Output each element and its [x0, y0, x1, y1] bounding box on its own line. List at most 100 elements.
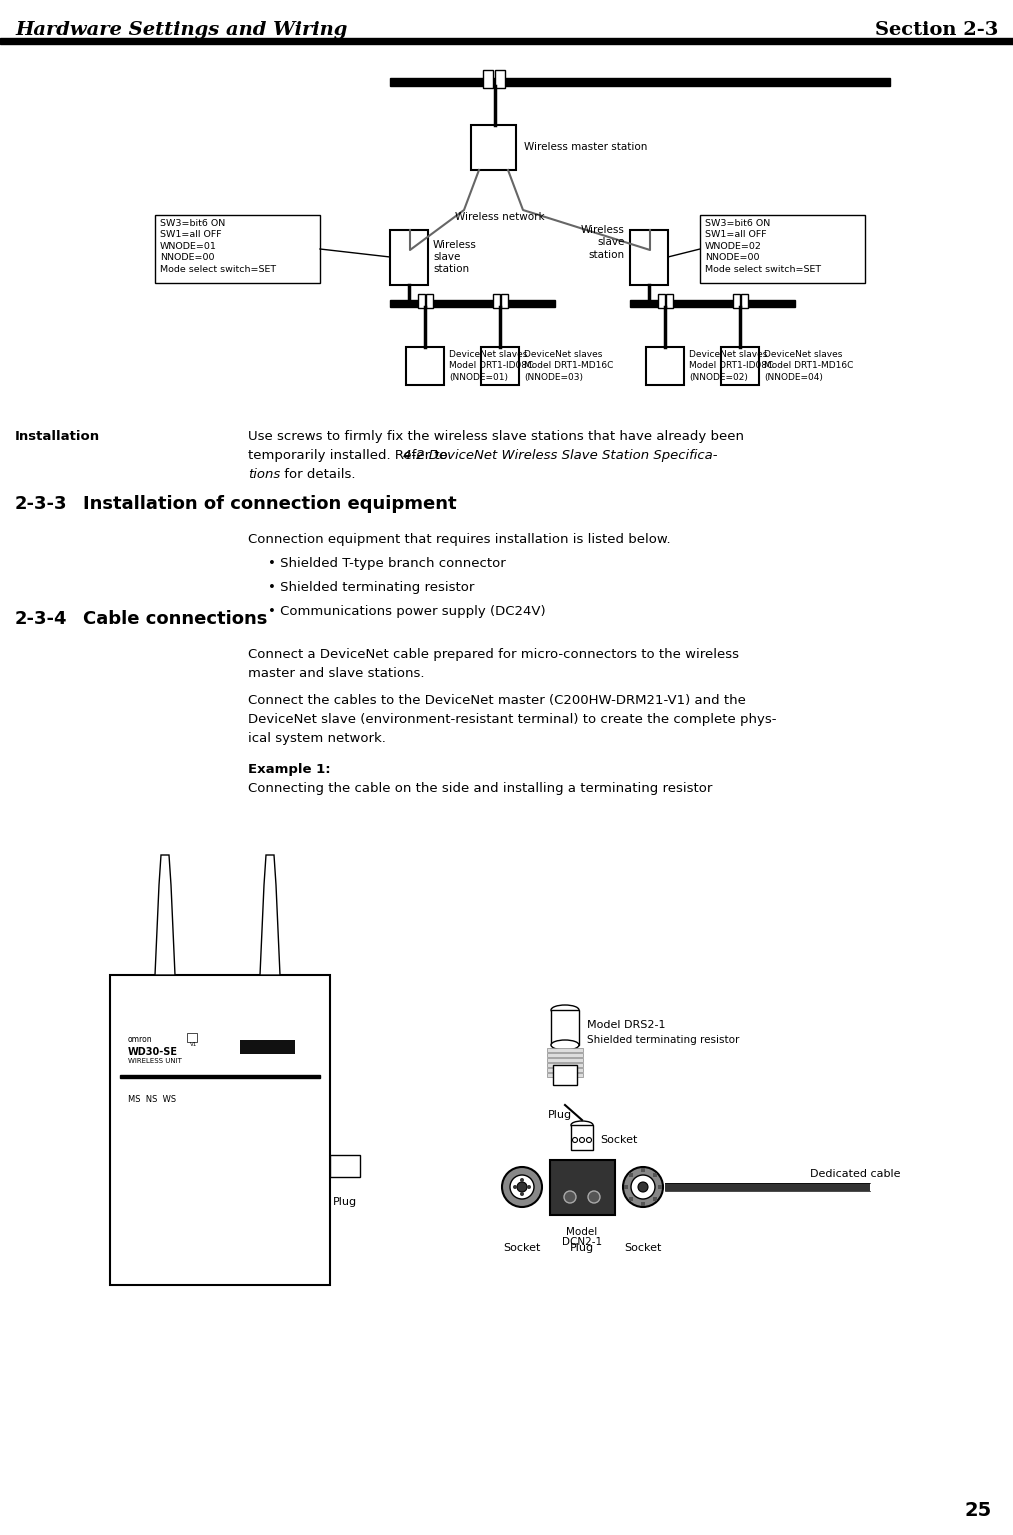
- Text: tions: tions: [248, 468, 281, 480]
- Bar: [120, 1074, 320, 1078]
- Bar: [653, 1173, 657, 1177]
- Bar: [665, 1183, 870, 1191]
- Text: V1: V1: [190, 1042, 198, 1047]
- Circle shape: [572, 1137, 577, 1142]
- Bar: [501, 295, 508, 309]
- Text: Shielded terminating resistor: Shielded terminating resistor: [587, 1035, 739, 1045]
- Bar: [547, 1073, 583, 1078]
- Text: Connection equipment that requires installation is listed below.: Connection equipment that requires insta…: [248, 533, 671, 546]
- Bar: [240, 1041, 295, 1055]
- Text: • Communications power supply (DC24V): • Communications power supply (DC24V): [268, 605, 546, 619]
- Bar: [553, 1065, 577, 1085]
- Ellipse shape: [510, 1174, 534, 1199]
- Bar: [624, 1185, 628, 1190]
- Circle shape: [564, 1191, 576, 1203]
- Text: Connect the cables to the DeviceNet master (C200HW-DRM21-V1) and the: Connect the cables to the DeviceNet mast…: [248, 694, 746, 708]
- Text: Hardware Settings and Wiring: Hardware Settings and Wiring: [15, 21, 347, 38]
- Ellipse shape: [502, 1167, 542, 1207]
- Text: Use screws to firmly fix the wireless slave stations that have already been: Use screws to firmly fix the wireless sl…: [248, 430, 744, 444]
- Text: Cable connections: Cable connections: [83, 609, 267, 628]
- Ellipse shape: [571, 1121, 593, 1130]
- Bar: [547, 1048, 583, 1051]
- Bar: [630, 230, 668, 286]
- Bar: [551, 1010, 579, 1045]
- Bar: [721, 347, 759, 385]
- Text: omron: omron: [128, 1035, 153, 1044]
- Bar: [493, 295, 500, 309]
- Bar: [666, 295, 673, 309]
- Text: temporarily installed. Refer to: temporarily installed. Refer to: [248, 450, 452, 462]
- Bar: [483, 71, 493, 87]
- Text: SW3=bit6 ON
SW1=all OFF
WNODE=02
NNODE=00
Mode select switch=SET: SW3=bit6 ON SW1=all OFF WNODE=02 NNODE=0…: [705, 220, 822, 273]
- Bar: [733, 295, 741, 309]
- Text: • Shielded T-type branch connector: • Shielded T-type branch connector: [268, 557, 505, 569]
- Bar: [495, 71, 505, 87]
- Bar: [418, 295, 425, 309]
- Text: Wireless
slave
station: Wireless slave station: [433, 239, 477, 275]
- Text: Example 1:: Example 1:: [248, 763, 330, 777]
- Bar: [547, 1058, 583, 1062]
- Bar: [547, 1064, 583, 1067]
- Bar: [630, 299, 795, 307]
- Bar: [641, 1202, 645, 1207]
- Text: Dedicated cable: Dedicated cable: [810, 1170, 901, 1179]
- Bar: [390, 299, 555, 307]
- Circle shape: [520, 1177, 524, 1182]
- Circle shape: [527, 1185, 531, 1190]
- Bar: [187, 1033, 197, 1042]
- Bar: [646, 347, 684, 385]
- Text: MS  NS  WS: MS NS WS: [128, 1094, 176, 1104]
- Text: DeviceNet slave (environment-resistant terminal) to create the complete phys-: DeviceNet slave (environment-resistant t…: [248, 712, 777, 726]
- Ellipse shape: [638, 1182, 648, 1193]
- Text: Socket: Socket: [503, 1243, 541, 1253]
- Text: DCN2-1: DCN2-1: [562, 1237, 602, 1246]
- Circle shape: [520, 1193, 524, 1196]
- Text: Socket: Socket: [600, 1134, 637, 1145]
- Text: Model: Model: [566, 1226, 598, 1237]
- Text: No.: No.: [245, 1055, 255, 1059]
- Bar: [547, 1053, 583, 1058]
- Ellipse shape: [551, 1041, 579, 1050]
- Text: 2-3-3: 2-3-3: [15, 494, 68, 513]
- Text: Installation: Installation: [15, 430, 100, 444]
- Bar: [641, 1168, 645, 1173]
- Text: DeviceNet slaves
Model DRT1-MD16C
(NNODE=04): DeviceNet slaves Model DRT1-MD16C (NNODE…: [764, 350, 853, 382]
- Ellipse shape: [623, 1167, 663, 1207]
- Bar: [390, 78, 890, 86]
- Bar: [406, 347, 444, 385]
- Text: 2-3-4: 2-3-4: [15, 609, 68, 628]
- Text: Connect a DeviceNet cable prepared for micro-connectors to the wireless: Connect a DeviceNet cable prepared for m…: [248, 648, 739, 662]
- Bar: [426, 295, 433, 309]
- Bar: [390, 230, 428, 286]
- Text: Installation of connection equipment: Installation of connection equipment: [83, 494, 457, 513]
- Bar: [0, 38, 1013, 45]
- Text: Plug: Plug: [570, 1243, 594, 1253]
- Ellipse shape: [551, 1005, 579, 1015]
- Text: Section 2-3: Section 2-3: [874, 21, 998, 38]
- Text: SW3=bit6 ON
SW1=all OFF
WNODE=01
NNODE=00
Mode select switch=SET: SW3=bit6 ON SW1=all OFF WNODE=01 NNODE=0…: [160, 220, 277, 273]
- Bar: [700, 215, 865, 282]
- Ellipse shape: [517, 1182, 527, 1193]
- Text: master and slave stations.: master and slave stations.: [248, 668, 424, 680]
- Circle shape: [513, 1185, 517, 1190]
- Text: Plug: Plug: [548, 1110, 572, 1121]
- Bar: [155, 215, 320, 282]
- Text: Plug: Plug: [333, 1197, 357, 1207]
- Text: WIRELESS UNIT: WIRELESS UNIT: [128, 1058, 182, 1064]
- Text: DeviceNet slaves
Model DRT1-ID08C
(NNODE=01): DeviceNet slaves Model DRT1-ID08C (NNODE…: [449, 350, 533, 382]
- Text: Connecting the cable on the side and installing a terminating resistor: Connecting the cable on the side and ins…: [248, 781, 712, 795]
- Text: Model DRS2-1: Model DRS2-1: [587, 1019, 666, 1030]
- Circle shape: [579, 1137, 585, 1142]
- Bar: [658, 295, 665, 309]
- Bar: [550, 1160, 615, 1216]
- Bar: [741, 295, 748, 309]
- Text: DeviceNet slaves
Model DRT1-MD16C
(NNODE=03): DeviceNet slaves Model DRT1-MD16C (NNODE…: [524, 350, 614, 382]
- Bar: [330, 1154, 360, 1177]
- Circle shape: [588, 1191, 600, 1203]
- Ellipse shape: [631, 1174, 655, 1199]
- Text: • Shielded terminating resistor: • Shielded terminating resistor: [268, 582, 474, 594]
- Text: WD30-SE: WD30-SE: [128, 1047, 178, 1058]
- Text: ical system network.: ical system network.: [248, 732, 386, 744]
- Bar: [571, 1125, 593, 1150]
- Bar: [653, 1197, 657, 1200]
